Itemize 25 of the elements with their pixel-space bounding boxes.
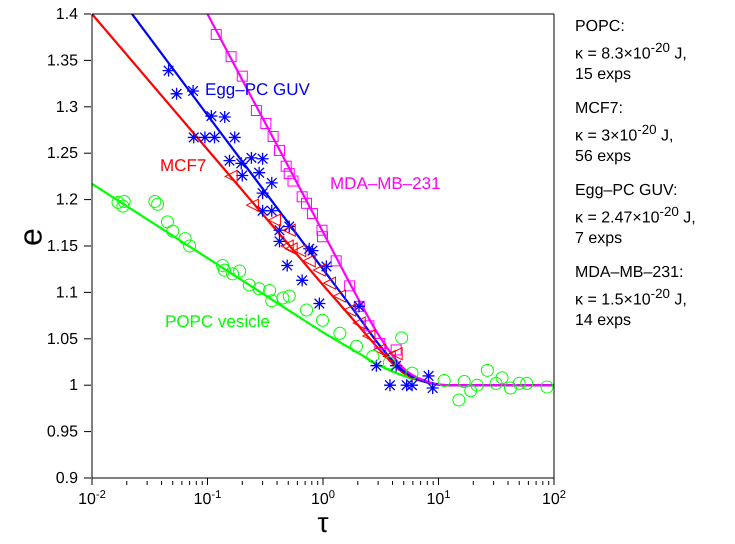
x-axis-title: τ <box>317 507 329 538</box>
y-tick-label: 1.15 <box>46 238 78 255</box>
x-tick-label: 10$^{-1}$ <box>194 489 222 508</box>
y-tick-label: 1.4 <box>56 6 78 23</box>
y-tick-label: 1.25 <box>46 145 78 162</box>
y-tick-label: 1 <box>69 377 78 394</box>
y-tick-label: 0.95 <box>46 424 78 441</box>
x-tick-label: 10$^{2}$ <box>542 489 566 508</box>
x-tick-label: 10$^{-2}$ <box>78 489 106 508</box>
y-tick-label: 1.05 <box>46 330 78 348</box>
x-tick-label: 10$^{0}$ <box>310 489 336 508</box>
y-tick-label: 1.1 <box>56 284 78 302</box>
series-label: MDA–MB–231 <box>330 174 441 194</box>
text: MCF7: κ = 3×10$^{-20}$ J, 56 exps <box>575 100 674 166</box>
y-tick-label: 0.9 <box>56 470 78 487</box>
y-tick-label: 1.3 <box>56 98 78 116</box>
y-tick-label: 1.35 <box>46 52 78 70</box>
series-label: POPC vesicle <box>165 312 270 332</box>
y-axis-title: e <box>12 228 48 246</box>
series-label: MCF7 <box>160 156 206 176</box>
y-tick-label: 1.2 <box>56 192 78 209</box>
text: MDA–MB–231: κ = 1.5×10$^{-20}$ J, 14 exps <box>575 264 687 330</box>
x-tick-label: 10$^{1}$ <box>426 489 451 508</box>
text: POPC: κ = 8.3×10$^{-20}$ J, 15 exps <box>575 18 687 84</box>
text: Egg–PC GUV: κ = 2.47×10$^{-20}$ J, 7 exps <box>575 182 696 248</box>
